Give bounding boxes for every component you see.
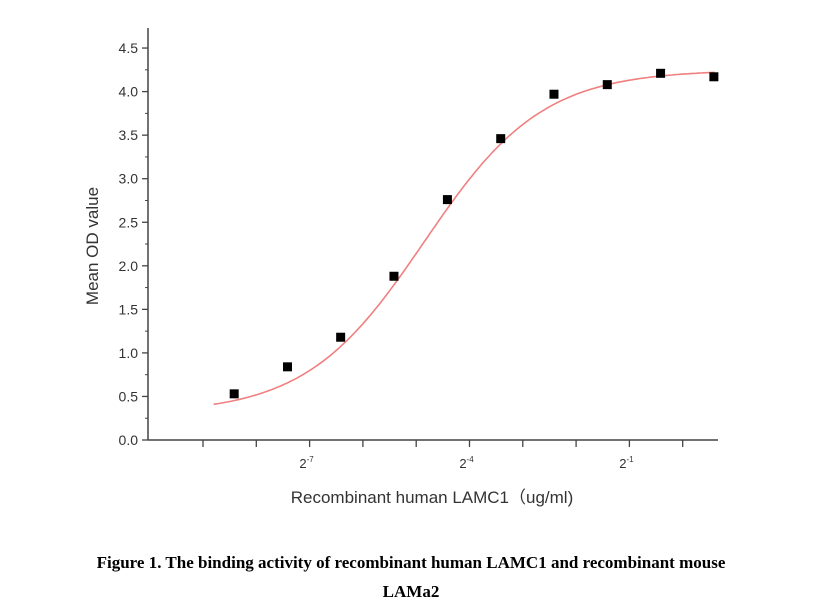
axes: 2-7 2-4 2-1 0.0 0.5 1.0 1.5 2.0 2.5 3.0 3.5 4.0 4.5 <box>119 28 718 471</box>
data-point <box>602 80 612 90</box>
data-point <box>282 362 292 372</box>
data-point <box>656 68 666 78</box>
y-tick-label: 3.0 <box>119 171 139 187</box>
chart: 2-7 2-4 2-10.00.51.01.52.02.53.03.54.04.5 … <box>83 28 719 507</box>
y-tick-label: 3.5 <box>119 127 139 143</box>
data-point <box>442 195 452 205</box>
y-tick-label: 4.0 <box>119 84 139 100</box>
x-axis-label: Recombinant human LAMC1（ug/ml) <box>291 488 574 507</box>
fit-curve <box>213 71 715 406</box>
y-tick-label: 2.0 <box>119 258 139 274</box>
x-tick-label: 2-1 <box>619 455 634 471</box>
data-point <box>389 271 399 281</box>
data-points <box>229 68 719 399</box>
data-point <box>229 389 239 399</box>
caption-line-2: LAMa2 <box>382 582 440 601</box>
y-tick-label: 0.0 <box>119 432 139 448</box>
data-point <box>336 332 346 342</box>
caption-line-1: Figure 1. The binding activity of recomb… <box>96 553 726 572</box>
y-axis-label: Mean OD value <box>83 187 102 305</box>
y-tick-label: 2.5 <box>119 214 139 230</box>
x-tick-label: 2-4 <box>459 455 474 471</box>
x-tick-label: 2-7 <box>299 455 314 471</box>
y-tick-label: 4.5 <box>119 40 139 56</box>
data-point <box>709 72 719 82</box>
data-point <box>549 89 559 99</box>
fit-curve-group <box>213 71 715 406</box>
y-tick-label: 1.5 <box>119 301 139 317</box>
data-point <box>496 134 506 144</box>
y-tick-label: 1.0 <box>119 345 139 361</box>
y-tick-label: 0.5 <box>119 388 139 404</box>
